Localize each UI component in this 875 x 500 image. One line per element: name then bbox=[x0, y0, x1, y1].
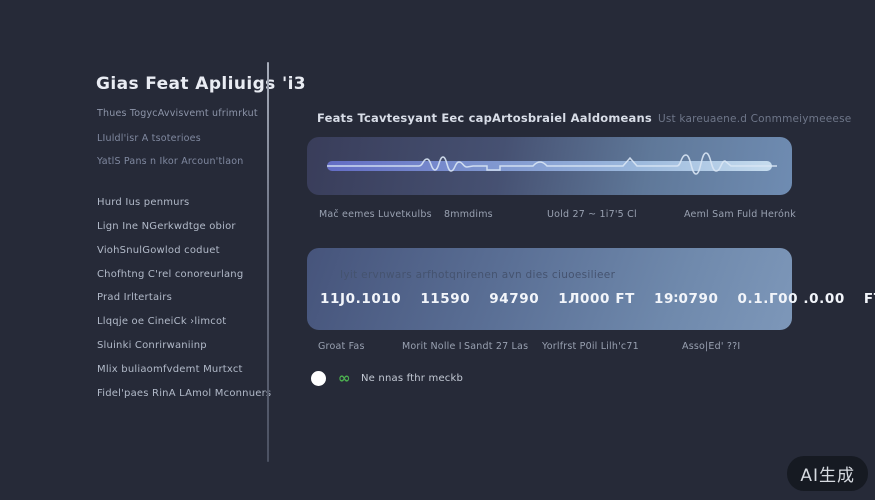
readout-label: Yorlfrst P0il Lilh'c71 bbox=[542, 341, 639, 352]
readout-label: Asso|Ed' ??I bbox=[682, 341, 741, 352]
readout-value: 11590 bbox=[420, 291, 471, 307]
readout-label: Groat Fas bbox=[318, 341, 365, 352]
waveform-label: Uold 27 ~ 1i7'5 Cl bbox=[547, 209, 637, 220]
sidebar-menu-item[interactable]: Prad Irltertairs bbox=[97, 292, 172, 303]
sidebar-menu-item[interactable]: Sluinki Conrirwaniinp bbox=[97, 340, 207, 351]
waveform-labels-row: Mač eemes Luvetкulbs 8mmdims Uold 27 ~ 1… bbox=[307, 209, 796, 223]
readout-labels-row: Groat Fas Morit Nolle I Sandt 27 Las Yor… bbox=[307, 341, 792, 355]
status-toggle-dot[interactable] bbox=[311, 371, 326, 386]
main-header: Feats Tcavtesyant Eec capArtosbraiel Aal… bbox=[317, 107, 851, 126]
sidebar-subtitle-item[interactable]: LIuldl'isr A tsoterioes bbox=[97, 133, 201, 144]
sidebar-menu-item[interactable]: ViohSnulGowlod coduet bbox=[97, 245, 220, 256]
waveform-label: 8mmdims bbox=[444, 209, 493, 220]
waveform-line-icon bbox=[327, 152, 777, 175]
readout-value: 94790 bbox=[489, 291, 540, 307]
waveform-label: Mač eemes Luvetкulbs bbox=[319, 209, 432, 220]
page-subtitle: Ust kareuaene.d Conmmeiymeeese bbox=[657, 113, 852, 125]
waveform-label: Aeml Sam Fuld Herónk bbox=[684, 209, 796, 220]
readout-value: 0.1.Г00 .0.00 bbox=[737, 291, 845, 307]
readout-card: Iyit ervnwars arfhotqnirenen avn dies ci… bbox=[307, 248, 875, 330]
sidebar-menu-item[interactable]: Chofhtng C'rel conoreurlang bbox=[97, 269, 244, 280]
readout-value: 11J0.1010 bbox=[320, 291, 402, 307]
sidebar-menu-item[interactable]: Llqqje oe CineiCk ›limcot bbox=[97, 316, 227, 327]
readout-value: FT bbox=[863, 291, 875, 307]
sidebar-subtitle-item[interactable]: YatlS Pans n Ikor Arcoun'tlaon bbox=[97, 156, 244, 167]
vertical-divider bbox=[267, 62, 269, 462]
status-text: Ne nnas fthr meckb bbox=[361, 373, 464, 384]
sidebar-title: Gias Feat Apliuigs 'i3 bbox=[96, 74, 307, 94]
readout-value: 1Л000 FT bbox=[558, 291, 635, 307]
readout-label: Sandt 27 Las bbox=[464, 341, 529, 352]
sidebar-menu-item[interactable]: Fidel'paes RinA LAmol Mconnuers bbox=[97, 388, 272, 399]
ai-generated-watermark-badge: AI生成 bbox=[787, 456, 868, 491]
sidebar: Gias Feat Apliuigs 'i3 Thues TogycAvvisv… bbox=[0, 0, 306, 500]
sidebar-menu-item[interactable]: Mlix buliaomfvdemt Murtxct bbox=[97, 364, 243, 375]
sync-loop-icon: ∞ bbox=[338, 369, 351, 387]
sidebar-menu-item[interactable]: Hurd Ius penmurs bbox=[97, 197, 190, 208]
page-title: Feats Tcavtesyant Eec capArtosbraiel Aal… bbox=[317, 111, 652, 125]
sidebar-menu-item[interactable]: Lign Ine NGerkwdtge obior bbox=[97, 221, 236, 232]
readout-caption: Iyit ervnwars arfhotqnirenen avn dies ci… bbox=[340, 269, 616, 281]
readout-label: Morit Nolle I bbox=[402, 341, 462, 352]
sidebar-subtitle-item[interactable]: Thues TogycAvvisvemt ufrimrkut bbox=[97, 108, 258, 119]
readout-value: 19∶0790 bbox=[653, 291, 719, 307]
readout-values-row: 11J0.1010 11590 94790 1Л000 FT 19∶0790 0… bbox=[320, 291, 875, 307]
waveform-card bbox=[307, 137, 792, 195]
